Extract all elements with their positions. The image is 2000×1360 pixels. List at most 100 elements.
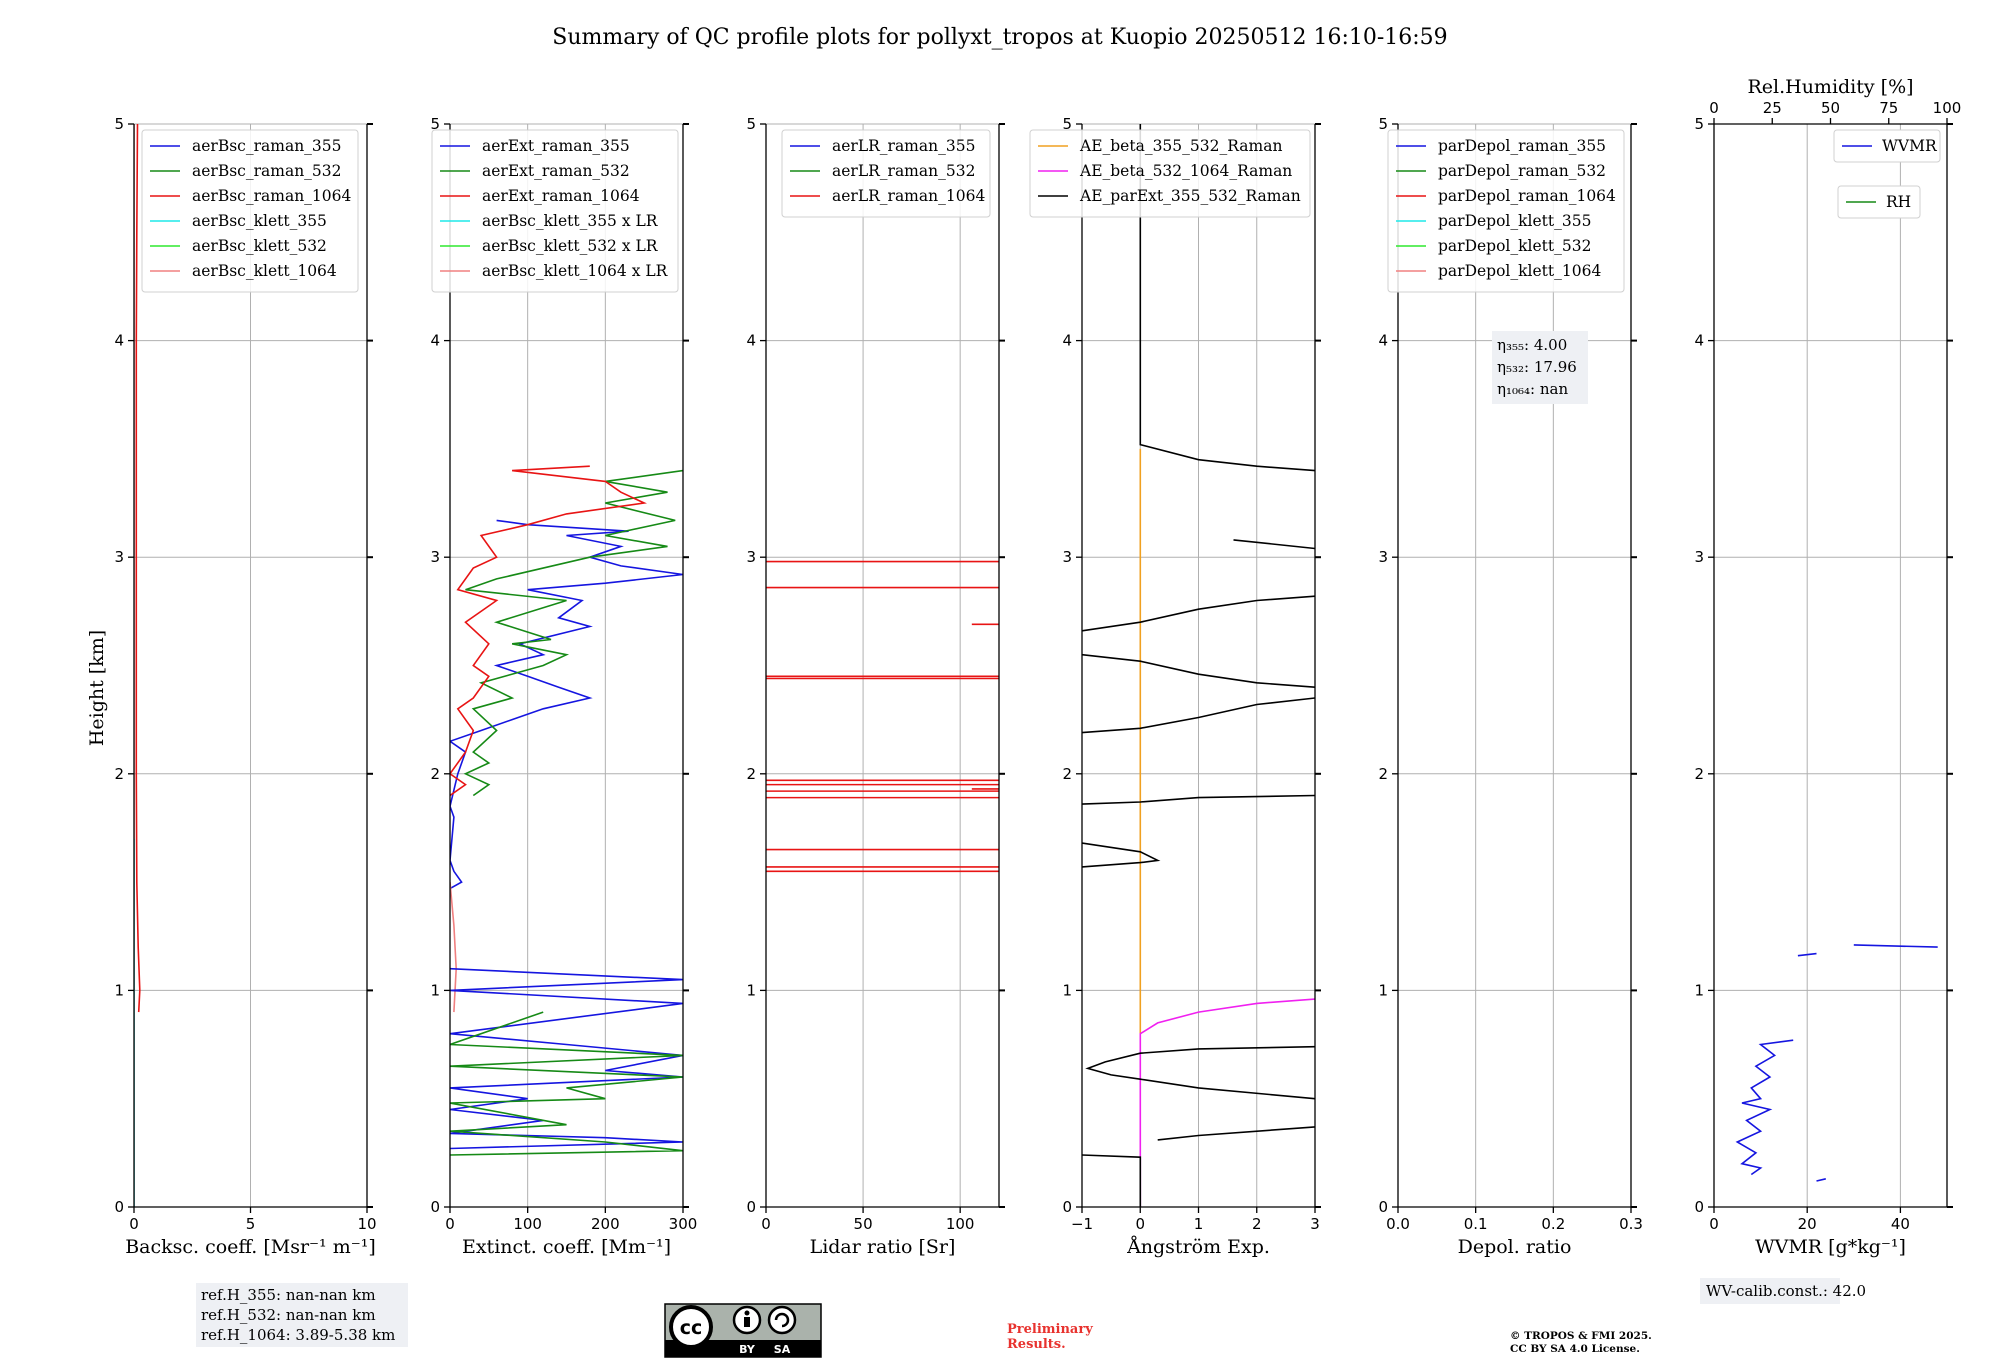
- ytick-label-wv-1: 1: [1694, 981, 1704, 999]
- ytick-label-ext-2: 2: [430, 765, 440, 783]
- ytick-label-wv-0: 0: [1694, 1198, 1704, 1216]
- legend-label-ext-0: aerExt_raman_355: [482, 137, 630, 155]
- series-bsc-0: [135, 124, 141, 1013]
- ytick-label-depol-0: 0: [1378, 1198, 1388, 1216]
- legend-box-bsc: [141, 129, 359, 293]
- wv-calib-text: WV-calib.const.: 42.0: [1706, 1282, 1866, 1300]
- xtick-label-bsc-1: 5: [246, 1215, 256, 1233]
- legend-label-depol-5: parDepol_klett_1064: [1438, 262, 1601, 280]
- preliminary-line2: Results.: [1007, 1337, 1066, 1352]
- series-wv-0: [1735, 1039, 1794, 1176]
- cc-icon: [669, 1305, 713, 1349]
- data-ext: [450, 465, 683, 1156]
- legend-label-bsc-5: aerBsc_klett_1064: [192, 262, 337, 280]
- sa-icon: [767, 1305, 797, 1335]
- xlabel-wv: WVMR [g*kg⁻¹]: [1755, 1236, 1906, 1258]
- y-axis-label: Height [km]: [86, 630, 108, 746]
- ref-height-box: ref.H_355: nan-nan km ref.H_532: nan-nan…: [196, 1283, 408, 1347]
- ytick-label-ext-1: 1: [430, 981, 440, 999]
- ytick-label-wv-4: 4: [1694, 332, 1704, 350]
- top-tick-label-1: 25: [1763, 99, 1782, 117]
- series-wv-2: [1797, 952, 1817, 957]
- legend-wv: WVMR RH: [1833, 129, 1941, 219]
- ytick-label-lr-0: 0: [746, 1198, 756, 1216]
- ytick-label-lr-4: 4: [746, 332, 756, 350]
- sa-icon-arrow: [774, 1312, 790, 1328]
- panel-wv: 0 20 40 0 1 2 3 4 5 WVMR [g*kg⁻¹] 0 25 50 75 100 Rel.Hu…: [1694, 76, 1961, 1258]
- ytick-label-bsc-4: 4: [114, 332, 124, 350]
- ytick-label-depol-3: 3: [1378, 548, 1388, 566]
- wv-calib-box: WV-calib.const.: 42.0: [1700, 1278, 1866, 1304]
- panel-depol: 0.0 0.1 0.2 0.3 0 1 2 3 4 5 Depol. ratio parDepol_r…: [1378, 115, 1642, 1258]
- top-tick-label-3: 75: [1879, 99, 1898, 117]
- legend-wvmr-box: [1833, 129, 1941, 163]
- copyright-line1: © TROPOS & FMI 2025.: [1510, 1330, 1652, 1342]
- ytick-label-ae-2: 2: [1062, 765, 1072, 783]
- data-wv: [1735, 944, 1947, 1182]
- ref-height-1064: ref.H_1064: 3.89-5.38 km: [201, 1326, 395, 1344]
- series-wv-1: [1853, 944, 1938, 948]
- legend-label-bsc-2: aerBsc_raman_1064: [192, 187, 352, 205]
- panel-ext: 0 100 200 300 0 1 2 3 4 5 Extinct. coeff. [Mm⁻¹] ae…: [430, 115, 697, 1258]
- ytick-label-ext-0: 0: [430, 1198, 440, 1216]
- legend-ae: AE_beta_355_532_Raman AE_beta_532_1064_Ra…: [1029, 129, 1311, 218]
- xtick-label-depol-3: 0.3: [1619, 1215, 1643, 1233]
- legend-label-bsc-4: aerBsc_klett_532: [192, 237, 327, 255]
- ytick-label-ae-3: 3: [1062, 548, 1072, 566]
- legend-label-lr-2: aerLR_raman_1064: [832, 187, 985, 205]
- legend-depol: parDepol_raman_355 parDepol_raman_532 parD…: [1387, 129, 1625, 293]
- legend-label-ae-2: AE_parExt_355_532_Raman: [1079, 187, 1301, 205]
- series-ae-5: [1082, 653, 1315, 688]
- legend-box-depol: [1387, 129, 1625, 293]
- eta-box-bg: [1492, 331, 1588, 404]
- cc-badge-sa: SA: [774, 1343, 791, 1356]
- series-ae-9: [1085, 1045, 1315, 1100]
- legend-label-depol-2: parDepol_raman_1064: [1438, 187, 1616, 205]
- ytick-label-depol-1: 1: [1378, 981, 1388, 999]
- legend-label-ext-2: aerExt_raman_1064: [482, 187, 640, 205]
- legend-rh-label: RH: [1886, 193, 1911, 211]
- series-ext-3: [450, 882, 458, 1013]
- top-tick-label-2: 50: [1821, 99, 1840, 117]
- ref-height-532: ref.H_532: nan-nan km: [201, 1306, 376, 1324]
- ytick-label-bsc-0: 0: [114, 1198, 124, 1216]
- eta-532: η₅₃₂: 17.96: [1497, 358, 1577, 376]
- legend-label-bsc-0: aerBsc_raman_355: [192, 137, 342, 155]
- xlabel-bsc: Backsc. coeff. [Msr⁻¹ m⁻¹]: [125, 1236, 376, 1258]
- xlabel-ext: Extinct. coeff. [Mm⁻¹]: [462, 1236, 671, 1258]
- ytick-label-depol-4: 4: [1378, 332, 1388, 350]
- ytick-label-lr-2: 2: [746, 765, 756, 783]
- xtick-label-ext-0: 0: [445, 1215, 455, 1233]
- legend-label-ae-1: AE_beta_532_1064_Raman: [1079, 162, 1292, 180]
- series-ext-2: [450, 465, 647, 797]
- ytick-label-wv-3: 3: [1694, 548, 1704, 566]
- ref-height-355: ref.H_355: nan-nan km: [201, 1286, 376, 1304]
- figure-title: Summary of QC profile plots for pollyxt_…: [552, 25, 1447, 50]
- series-ae-2: [1139, 124, 1315, 472]
- ytick-label-ae-5: 5: [1062, 115, 1072, 133]
- xtick-label-ae-3: 2: [1252, 1215, 1262, 1233]
- legend-bsc: aerBsc_raman_355 aerBsc_raman_532 aerBsc_r…: [141, 129, 359, 293]
- by-icon-head: [744, 1310, 750, 1316]
- ytick-label-ext-5: 5: [430, 115, 440, 133]
- eta-1064: η₁₀₆₄: nan: [1497, 380, 1568, 398]
- ytick-label-ae-4: 4: [1062, 332, 1072, 350]
- xtick-label-ae-0: −1: [1071, 1215, 1093, 1233]
- xtick-label-depol-0: 0.0: [1386, 1215, 1410, 1233]
- data-lr: [766, 560, 999, 873]
- xlabel-lr: Lidar ratio [Sr]: [810, 1236, 956, 1258]
- ytick-label-bsc-3: 3: [114, 548, 124, 566]
- legend-box-ae: [1029, 129, 1311, 218]
- copyright-line2: CC BY SA 4.0 License.: [1510, 1343, 1640, 1355]
- legend-label-ext-3: aerBsc_klett_355 x LR: [482, 212, 659, 230]
- ytick-label-ext-4: 4: [430, 332, 440, 350]
- xtick-label-wv-0: 0: [1709, 1215, 1719, 1233]
- ytick-label-wv-5: 5: [1694, 115, 1704, 133]
- series-wv-3: [1816, 1178, 1826, 1182]
- ytick-label-ae-1: 1: [1062, 981, 1072, 999]
- ytick-label-lr-1: 1: [746, 981, 756, 999]
- by-icon-body: [744, 1317, 750, 1327]
- xlabel-ae: Ångström Exp.: [1126, 1236, 1270, 1258]
